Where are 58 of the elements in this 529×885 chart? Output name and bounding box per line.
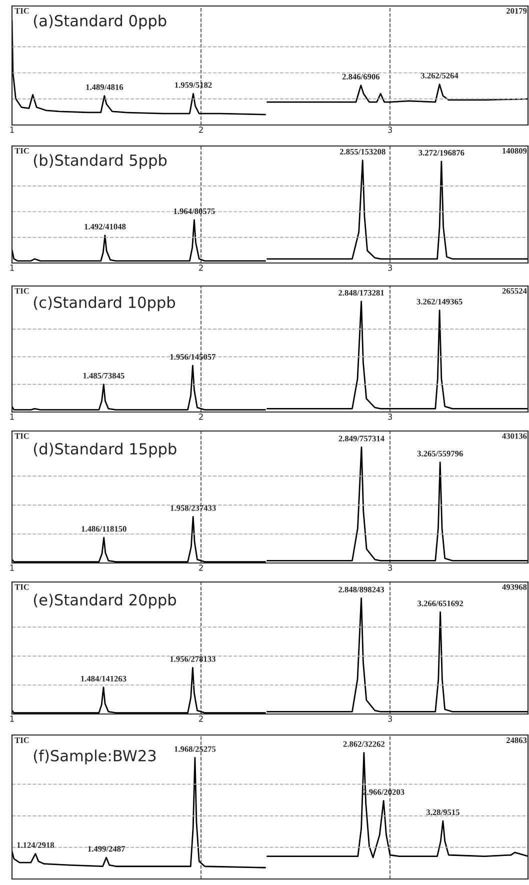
text: TIC — [14, 737, 29, 744]
annotation: 1.958/237433 — [170, 505, 216, 511]
text: 265524 — [502, 288, 527, 294]
x-tick-label: 1 — [10, 264, 14, 271]
annotation: 2.848/173281 — [338, 290, 384, 296]
text: 430136 — [502, 433, 527, 439]
chart-title: (a)Standard 0ppb — [34, 14, 166, 30]
x-tick-label: 2 — [198, 564, 203, 571]
chart-title: (c)Standard 10ppb — [34, 296, 176, 312]
annotation: 3.262/149365 — [416, 298, 462, 304]
text: TIC — [14, 288, 29, 294]
annotation: 1.956/278133 — [170, 656, 216, 662]
annotation: 3.266/651692 — [418, 600, 463, 606]
x-tick-label: 3 — [388, 414, 392, 420]
x-tick-label: 2 — [198, 264, 203, 271]
text: TIC — [14, 148, 29, 154]
text: TIC — [14, 584, 29, 590]
x-tick-label: 2 — [198, 126, 203, 133]
annotation: 1.492/41048 — [84, 224, 126, 230]
text: 140809 — [502, 148, 527, 154]
annotation: 1.486/118150 — [82, 526, 126, 532]
text: TIC — [14, 433, 29, 439]
annotation: 1.968/25275 — [174, 746, 216, 752]
annotation: 1.484/141263 — [81, 676, 126, 682]
text: 24863 — [506, 737, 527, 744]
chart-title: (f)Sample:BW23 — [34, 750, 156, 764]
text: 493968 — [502, 584, 527, 590]
annotation: 2.849/757314 — [338, 436, 384, 442]
x-tick-label: 3 — [388, 126, 392, 133]
x-tick-label: 3 — [388, 564, 392, 571]
annotation: 2.846/6906 — [342, 74, 380, 80]
x-tick-label: 2 — [198, 414, 203, 420]
annotation: 2.855/153208 — [340, 148, 386, 155]
x-tick-label: 3 — [388, 264, 392, 271]
x-tick-label: 1 — [10, 126, 14, 133]
annotation: 3.265/559796 — [417, 450, 463, 456]
annotation: 1.499/2487 — [88, 846, 125, 852]
annotation: 1.489/4816 — [86, 84, 124, 90]
annotation: 3.272/196876 — [418, 150, 464, 156]
chart-title: (d)Standard 15ppb — [34, 442, 176, 458]
x-tick-label: 1 — [10, 414, 14, 420]
chart-title: (b)Standard 5ppb — [34, 154, 167, 169]
text: TIC — [14, 8, 29, 14]
annotation: 3.28/9515 — [426, 809, 460, 816]
annotation: 1.956/145057 — [170, 354, 216, 360]
annotation: 1.964/80575 — [174, 208, 215, 214]
text: 20179 — [506, 8, 527, 14]
annotation: 3.262/5264 — [420, 72, 458, 78]
annotation: 1.485/73845 — [83, 372, 124, 379]
chart-title: (e)Standard 20ppb — [34, 594, 176, 609]
x-tick-label: 1 — [10, 564, 14, 571]
x-tick-label: 2 — [198, 716, 203, 722]
x-tick-label: 3 — [388, 716, 392, 722]
x-tick-label: 1 — [10, 716, 14, 722]
annotation: 1.124/2918 — [17, 842, 54, 848]
annotation: 2.848/898243 — [338, 586, 384, 592]
annotation: 1.959/5182 — [175, 82, 212, 88]
annotation: 2.862/32262 — [343, 741, 385, 747]
